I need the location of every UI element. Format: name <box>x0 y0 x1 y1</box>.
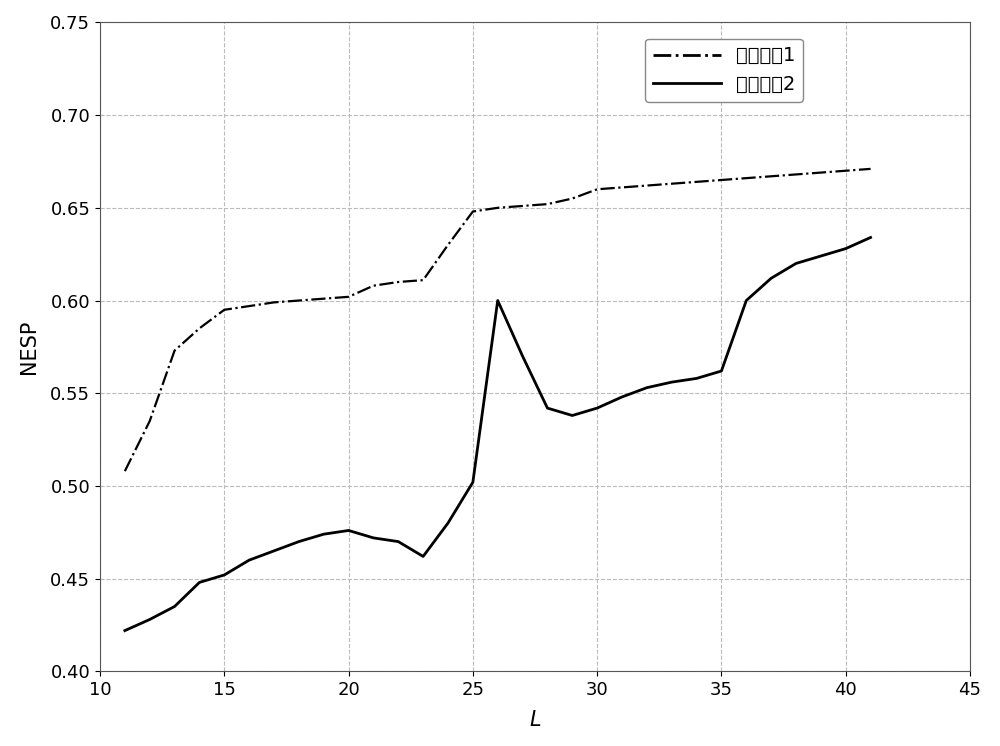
合成波兲2 <box>715 366 727 375</box>
合成波兲2 <box>293 537 305 546</box>
合成波兲1 <box>343 292 355 301</box>
合成波兲1 <box>740 174 752 183</box>
合成波兲2 <box>492 296 504 305</box>
合成波兲1 <box>815 168 827 177</box>
合成波兲1 <box>243 301 255 310</box>
合成波兲2 <box>417 552 429 561</box>
合成波兲1 <box>591 185 603 194</box>
合成波兲1 <box>268 298 280 307</box>
合成波兲2 <box>591 404 603 413</box>
合成波兲2 <box>517 351 529 360</box>
合成波兲2 <box>318 530 330 539</box>
合成波兲1 <box>691 178 703 186</box>
合成波兲2 <box>144 615 156 624</box>
合成波兲1 <box>367 281 379 290</box>
合成波兲2 <box>865 233 877 242</box>
合成波兲1 <box>392 278 404 286</box>
合成波兲1 <box>467 207 479 216</box>
合成波兲1 <box>492 204 504 213</box>
合成波兲1 <box>840 166 852 175</box>
合成波兲1 <box>641 181 653 190</box>
合成波兲2 <box>541 404 553 413</box>
合成波兲2 <box>616 392 628 401</box>
合成波兲1 <box>616 183 628 192</box>
合成波兲2 <box>815 251 827 260</box>
合成波兲1 <box>193 324 205 333</box>
Line: 合成波兲1: 合成波兲1 <box>125 169 871 471</box>
合成波兲1 <box>865 164 877 173</box>
合成波兲1 <box>566 194 578 203</box>
合成波兲2 <box>343 526 355 535</box>
合成波兲2 <box>641 383 653 392</box>
合成波兲2 <box>169 602 181 611</box>
Y-axis label: NESP: NESP <box>19 320 39 374</box>
合成波兲2 <box>119 626 131 635</box>
合成波兲2 <box>392 537 404 546</box>
合成波兲2 <box>790 259 802 268</box>
合成波兲2 <box>467 477 479 486</box>
合成波兲2 <box>765 274 777 283</box>
合成波兲1 <box>517 201 529 210</box>
合成波兲2 <box>243 556 255 565</box>
合成波兲1 <box>715 175 727 184</box>
合成波兲2 <box>442 518 454 527</box>
合成波兲1 <box>442 240 454 249</box>
合成波兲1 <box>318 294 330 303</box>
合成波兲1 <box>119 467 131 476</box>
合成波兲1 <box>169 346 181 355</box>
合成波兲1 <box>666 179 678 188</box>
合成波兲2 <box>740 296 752 305</box>
合成波兲1 <box>417 276 429 285</box>
X-axis label: L: L <box>529 710 541 730</box>
合成波兲2 <box>218 571 230 580</box>
合成波兲2 <box>193 578 205 587</box>
合成波兲1 <box>293 296 305 305</box>
合成波兲1 <box>790 170 802 179</box>
合成波兲2 <box>840 244 852 253</box>
合成波兲1 <box>541 200 553 209</box>
合成波兲1 <box>218 305 230 314</box>
合成波兲2 <box>691 374 703 383</box>
合成波兲2 <box>566 411 578 420</box>
合成波兲2 <box>367 533 379 542</box>
合成波兲2 <box>268 546 280 555</box>
Line: 合成波兲2: 合成波兲2 <box>125 237 871 630</box>
Legend: 合成波兲1, 合成波兲2: 合成波兲1, 合成波兲2 <box>645 39 803 102</box>
合成波兲1 <box>144 416 156 425</box>
合成波兲1 <box>765 172 777 181</box>
合成波兲2 <box>666 377 678 386</box>
